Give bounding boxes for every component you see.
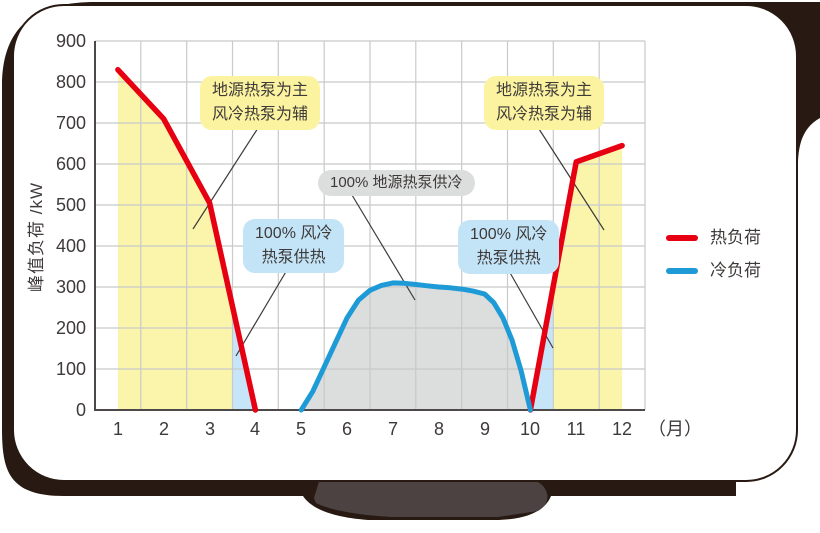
annotation-line: 100% 地源热泵供冷 [330, 174, 463, 191]
x-tick-8: 8 [433, 419, 444, 439]
legend-item-cool-load: 冷负荷 [666, 260, 761, 282]
y-tick-900: 900 [55, 31, 86, 51]
y-tick-800: 800 [55, 72, 86, 92]
annotation-line: 热泵供热 [476, 250, 541, 267]
y-tick-500: 500 [55, 195, 86, 215]
heat-load-line-autumn [527, 142, 625, 413]
legend-label: 热负荷 [710, 228, 761, 247]
y-tick-700: 700 [55, 113, 86, 133]
legend-label: 冷负荷 [710, 261, 761, 280]
leader-air-source-left [235, 269, 288, 357]
x-tick-12: 12 [611, 419, 633, 439]
axes [94, 41, 645, 411]
y-tick-0: 0 [75, 400, 86, 420]
annotation-cooling-ground: 100% 地源热泵供冷 [318, 170, 475, 196]
x-tick-3: 3 [204, 419, 215, 439]
annotation-line: 100% 风冷 [470, 226, 548, 243]
annotation-air-source-right: 100% 风冷 热泵供热 [458, 220, 560, 274]
y-tick-200: 200 [55, 318, 86, 338]
x-tick-1: 1 [112, 419, 123, 439]
x-tick-4: 4 [249, 419, 260, 439]
annotation-line: 热泵供热 [261, 249, 326, 266]
heat-load-line-winter [115, 66, 259, 413]
annotation-heating-mix-left: 地源热泵为主 风冷热泵为辅 [200, 76, 321, 130]
x-tick-11: 11 [566, 419, 586, 439]
leader-heating-mix-left [192, 127, 259, 230]
x-tick-2: 2 [158, 419, 169, 439]
y-tick-600: 600 [55, 154, 86, 174]
x-tick-9: 9 [479, 419, 490, 439]
cool-load-line [298, 280, 533, 413]
annotation-line: 地源热泵为主 [212, 82, 309, 99]
annotation-line: 风冷热泵为辅 [496, 106, 593, 123]
x-axis-unit-label: （月） [648, 419, 702, 439]
annotation-heating-mix-right: 地源热泵为主 风冷热泵为辅 [484, 76, 605, 130]
legend-item-heat-load: 热负荷 [666, 227, 761, 249]
heat-load-swatch [666, 235, 698, 241]
annotation-line: 100% 风冷 [255, 225, 333, 242]
y-tick-100: 100 [55, 359, 86, 379]
region-heating-ground-right [553, 145, 623, 410]
y-tick-300: 300 [55, 277, 86, 297]
x-tick-7: 7 [387, 419, 398, 439]
annotation-line: 风冷热泵为辅 [212, 106, 309, 123]
leader-lines [192, 127, 605, 357]
cool-load-swatch [666, 268, 698, 274]
x-tick-10: 10 [519, 419, 541, 439]
annotation-air-source-left: 100% 风冷 热泵供热 [243, 219, 345, 273]
annotation-line: 地源热泵为主 [496, 82, 593, 99]
y-tick-400: 400 [55, 236, 86, 256]
x-tick-5: 5 [295, 419, 306, 439]
x-tick-6: 6 [341, 419, 352, 439]
region-heating-ground-left [117, 69, 233, 410]
